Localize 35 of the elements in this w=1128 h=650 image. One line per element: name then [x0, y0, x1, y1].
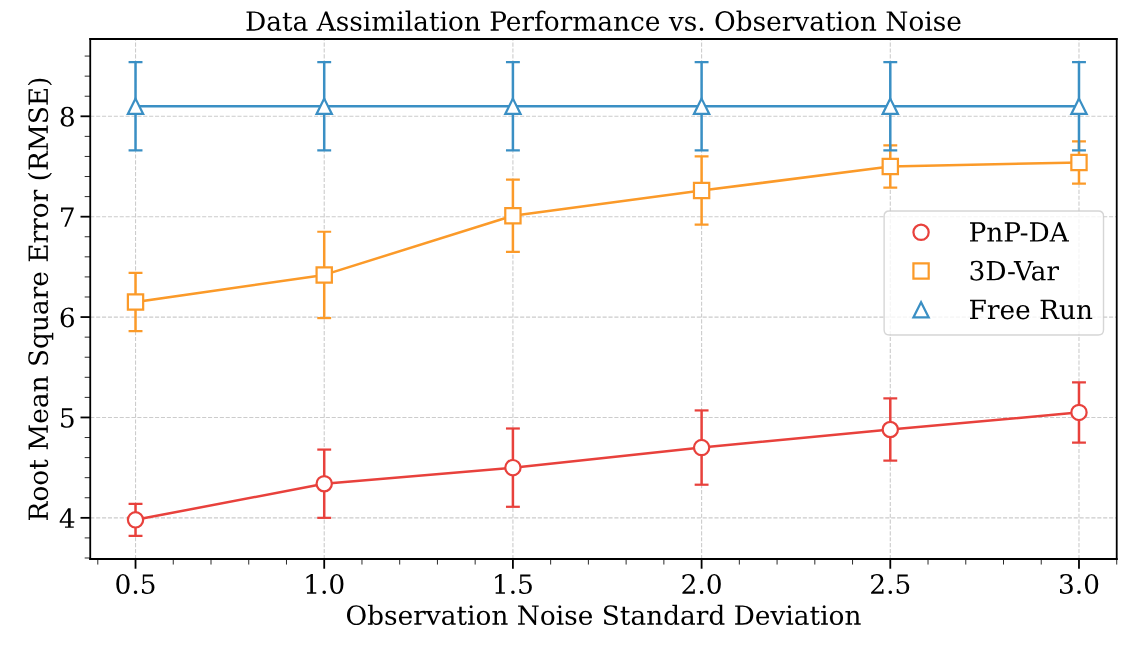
y-tick-label: 4 — [59, 508, 75, 528]
point — [126, 511, 145, 529]
y-tick-label: 7 — [61, 207, 74, 227]
point — [1070, 97, 1088, 116]
y-tick-label: 5 — [61, 408, 74, 428]
x-axis-title: Observation Noise Standard Deviation — [346, 604, 861, 626]
point — [315, 266, 333, 284]
point — [315, 97, 333, 116]
legend-label: 3D-Var — [970, 260, 1059, 281]
point — [881, 157, 900, 176]
point — [692, 181, 711, 200]
y-tick-label: 8 — [60, 106, 74, 127]
point — [126, 293, 145, 311]
point — [1070, 153, 1088, 172]
point — [692, 438, 711, 457]
point — [315, 474, 333, 493]
point — [126, 97, 145, 116]
x-tick-label: 3.0 — [1060, 574, 1099, 595]
y-axis-title: Root Mean Square Error (RMSE) — [27, 78, 54, 520]
legend-label: PnP-DA — [970, 222, 1069, 242]
x-tick-label: 2.0 — [682, 574, 721, 595]
x-tick-label: 1.0 — [306, 574, 344, 595]
point — [881, 420, 900, 439]
y-tick-label: 6 — [60, 307, 74, 328]
legend-label: Free Run — [970, 299, 1093, 320]
point — [504, 458, 522, 477]
point — [1070, 403, 1088, 422]
x-tick-label: 1.5 — [495, 574, 532, 595]
x-tick-label: 0.5 — [116, 574, 155, 595]
point — [504, 97, 522, 116]
point — [881, 97, 900, 116]
x-tick-label: 2.5 — [871, 574, 910, 595]
chart-title: Data Assimilation Performance vs. Observation Noise — [246, 10, 961, 32]
point — [504, 206, 522, 225]
point — [692, 97, 711, 116]
